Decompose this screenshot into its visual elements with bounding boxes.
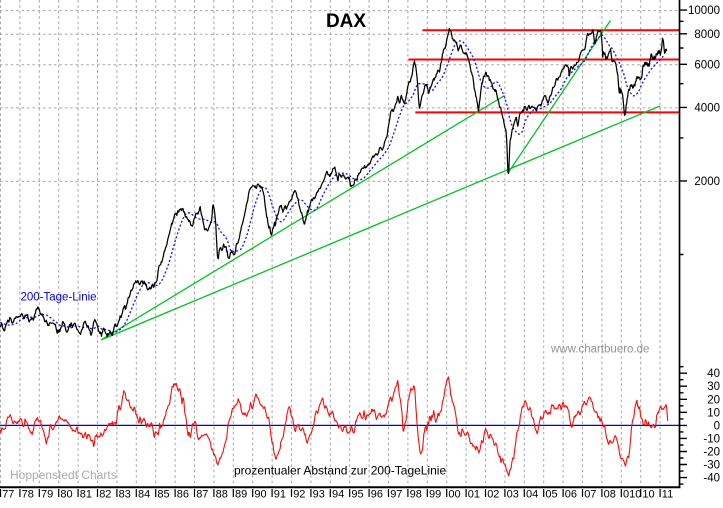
svg-text:10000: 10000 xyxy=(688,5,720,17)
svg-text:98: 98 xyxy=(410,489,422,501)
svg-text:4000: 4000 xyxy=(694,102,720,114)
svg-text:06: 06 xyxy=(565,489,577,501)
svg-text:99: 99 xyxy=(429,489,441,501)
svg-text:84: 84 xyxy=(138,489,150,501)
svg-text:0: 0 xyxy=(714,420,720,432)
svg-text:08: 08 xyxy=(604,489,616,501)
svg-text:010: 010 xyxy=(623,489,641,501)
svg-text:05: 05 xyxy=(545,489,557,501)
svg-text:30: 30 xyxy=(707,381,720,393)
svg-text:Hoppenstedt Charts: Hoppenstedt Charts xyxy=(10,468,117,482)
svg-text:85: 85 xyxy=(157,489,169,501)
svg-text:40: 40 xyxy=(707,368,720,380)
svg-text:01: 01 xyxy=(468,489,480,501)
svg-text:-40: -40 xyxy=(703,473,720,485)
svg-text:88: 88 xyxy=(216,489,228,501)
svg-text:03: 03 xyxy=(507,489,519,501)
svg-text:89: 89 xyxy=(235,489,247,501)
svg-text:www.chartbuero.de: www.chartbuero.de xyxy=(550,344,649,356)
svg-text:2000: 2000 xyxy=(694,176,720,188)
svg-text:10: 10 xyxy=(642,489,654,501)
svg-text:81: 81 xyxy=(80,489,92,501)
svg-text:94: 94 xyxy=(332,489,344,501)
svg-text:prozentualer Abstand zur 200-T: prozentualer Abstand zur 200-TageLinie xyxy=(234,464,446,478)
svg-text:07: 07 xyxy=(584,489,596,501)
svg-text:87: 87 xyxy=(196,489,208,501)
svg-text:92: 92 xyxy=(293,489,305,501)
svg-text:200-Tage-Linie: 200-Tage-Linie xyxy=(21,292,97,304)
svg-text:91: 91 xyxy=(274,489,286,501)
svg-text:-30: -30 xyxy=(703,460,720,472)
svg-text:86: 86 xyxy=(177,489,189,501)
svg-text:11: 11 xyxy=(662,489,673,501)
svg-text:DAX: DAX xyxy=(326,11,366,32)
svg-text:90: 90 xyxy=(254,489,266,501)
svg-text:20: 20 xyxy=(707,394,720,406)
svg-text:02: 02 xyxy=(487,489,499,501)
svg-text:10: 10 xyxy=(707,407,720,419)
svg-text:77: 77 xyxy=(2,489,14,501)
svg-text:82: 82 xyxy=(99,489,111,501)
svg-text:8000: 8000 xyxy=(694,29,720,41)
svg-text:93: 93 xyxy=(313,489,325,501)
svg-text:96: 96 xyxy=(371,489,383,501)
svg-text:83: 83 xyxy=(119,489,131,501)
svg-text:79: 79 xyxy=(41,489,53,501)
svg-text:-10: -10 xyxy=(703,433,720,445)
svg-text:80: 80 xyxy=(60,489,72,501)
svg-text:97: 97 xyxy=(390,489,402,501)
svg-text:-20: -20 xyxy=(703,447,720,459)
svg-text:00: 00 xyxy=(448,489,460,501)
svg-text:04: 04 xyxy=(526,489,538,501)
svg-text:6000: 6000 xyxy=(694,59,720,71)
svg-text:78: 78 xyxy=(22,489,34,501)
svg-text:95: 95 xyxy=(351,489,363,501)
